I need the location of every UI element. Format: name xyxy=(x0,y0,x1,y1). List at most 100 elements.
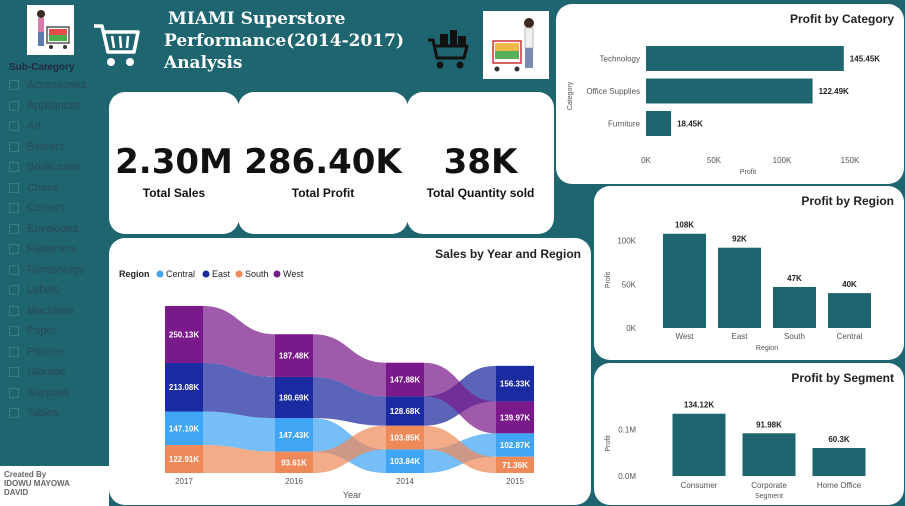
segment-central xyxy=(275,418,313,452)
kpi-value: 38K xyxy=(443,142,518,182)
slicer-item-phones[interactable]: Phones xyxy=(9,342,104,363)
slicer-item-machines[interactable]: Machines xyxy=(9,301,104,322)
slicer-item-furnishings[interactable]: Furnishings xyxy=(9,260,104,281)
legend-label: Central xyxy=(166,269,195,279)
slicer-item-label: Paper xyxy=(27,325,57,338)
ribbon-west xyxy=(313,334,386,397)
sales-by-year-region-card: Sales by Year and Region 147.10K 147.43K 1… xyxy=(109,238,591,505)
checkbox[interactable] xyxy=(9,80,19,91)
bar xyxy=(672,413,726,476)
slicer-item-envelopes[interactable]: Envelopes xyxy=(9,219,104,240)
checkbox[interactable] xyxy=(9,285,19,296)
slicer-item-label: Accessories xyxy=(27,79,87,92)
kpi-card-total-sales: 2.30M Total Sales xyxy=(109,92,239,234)
bar xyxy=(718,247,761,328)
ribbon-east xyxy=(203,362,275,419)
x-tick-label: 2017 xyxy=(175,477,193,486)
checkbox[interactable] xyxy=(9,305,19,316)
slicer-item-label: Labels xyxy=(27,284,60,297)
slicer-item-storage[interactable]: Storage xyxy=(9,362,104,383)
slicer-item-chairs[interactable]: Chairs xyxy=(9,178,104,199)
slicer-item-label: Storage xyxy=(27,366,66,379)
data-label: 71.36K xyxy=(502,461,528,470)
checkbox[interactable] xyxy=(9,387,19,398)
slicer-item-tables[interactable]: Tables xyxy=(9,403,104,424)
checkbox[interactable] xyxy=(9,408,19,419)
y-tick-label: 50K xyxy=(622,280,637,289)
slicer-item-copiers[interactable]: Copiers xyxy=(9,198,104,219)
slicer-item-accessories[interactable]: Accessories xyxy=(9,75,104,96)
checkbox[interactable] xyxy=(9,244,19,255)
ribbon-west xyxy=(203,306,275,377)
data-label: 40K xyxy=(842,280,857,289)
profit-by-region-card: Profit by Region 0K 50K 100K 108K West 92K Eas… xyxy=(594,186,904,360)
checkbox[interactable] xyxy=(9,141,19,152)
slicer-item-art[interactable]: Art xyxy=(9,116,104,137)
segment-central xyxy=(386,449,424,473)
slicer-item-fasteners[interactable]: Fasteners xyxy=(9,239,104,260)
y-tick-label: 0.1M xyxy=(618,426,636,435)
data-label: 108K xyxy=(675,221,694,230)
ribbon-west xyxy=(424,362,496,434)
legend-marker xyxy=(202,270,210,278)
legend: Region Central East South West xyxy=(119,269,304,279)
segment-west xyxy=(165,306,203,363)
slicer-item-label: Supplies xyxy=(27,386,70,399)
data-label: 122.91K xyxy=(169,455,199,464)
slicer-item-appliances[interactable]: Appliances xyxy=(9,96,104,117)
data-label: 147.43K xyxy=(279,431,309,440)
checkbox[interactable] xyxy=(9,223,19,234)
bar xyxy=(646,46,844,71)
category-label: Office Supplies xyxy=(586,87,640,96)
data-label: 180.69K xyxy=(279,394,309,403)
checkbox[interactable] xyxy=(9,264,19,275)
category-label: East xyxy=(731,332,748,341)
slicer-item-supplies[interactable]: Supplies xyxy=(9,383,104,404)
x-axis-label: Region xyxy=(756,345,778,352)
chart-title: Profit by Region xyxy=(801,194,894,208)
checkbox[interactable] xyxy=(9,162,19,173)
checkbox[interactable] xyxy=(9,203,19,214)
slicer-item-label: Fasteners xyxy=(27,243,76,256)
legend-label: East xyxy=(212,269,231,279)
slicer-item-label: Chairs xyxy=(27,181,59,194)
legend-marker xyxy=(273,270,281,278)
x-tick-label: 0K xyxy=(641,156,651,165)
data-label: 102.87K xyxy=(500,441,530,450)
slicer-item-label: Envelopes xyxy=(27,222,79,235)
checkbox[interactable] xyxy=(9,367,19,378)
slicer-item-label: Tables xyxy=(27,407,59,420)
profit-by-region-chart: 0K 50K 100K 108K West 92K East 47K South 40K Centr… xyxy=(605,221,871,352)
slicer-item-paper[interactable]: Paper xyxy=(9,321,104,342)
kpi-label: Total Quantity sold xyxy=(426,186,535,200)
category-label: West xyxy=(675,332,694,341)
data-label: 103.85K xyxy=(390,434,420,443)
bar xyxy=(812,448,866,476)
slicer-item-label: Furnishings xyxy=(27,263,84,276)
bar xyxy=(773,286,816,328)
legend-title: Region xyxy=(119,269,150,279)
x-tick-label: 2016 xyxy=(285,477,303,486)
chart-title: Sales by Year and Region xyxy=(435,247,581,261)
slicer-item-labels[interactable]: Labels xyxy=(9,280,104,301)
checkbox[interactable] xyxy=(9,346,19,357)
shopper-right-icon xyxy=(492,18,534,72)
profit-by-segment-chart: 0.0M 0.1M 134.12K Consumer 91.98K Corporate 60… xyxy=(605,401,866,500)
grocery-cart-icon xyxy=(426,30,470,72)
category-label: Central xyxy=(837,332,863,341)
sales-ribbon-chart: 147.10K 147.43K 103.84K 102.87K 213.08K 180.6… xyxy=(119,269,534,500)
credit-box: Created By IDOWU MAYOWA DAVID xyxy=(0,466,109,506)
slicer-item-bookcases[interactable]: Bookcases xyxy=(9,157,104,178)
checkbox[interactable] xyxy=(9,326,19,337)
checkbox[interactable] xyxy=(9,100,19,111)
checkbox[interactable] xyxy=(9,182,19,193)
slicer-item-binders[interactable]: Binders xyxy=(9,137,104,158)
segment-south xyxy=(165,445,203,473)
category-label: Home Office xyxy=(817,481,862,490)
data-label: 47K xyxy=(787,274,802,283)
credit-line: IDOWU MAYOWA xyxy=(4,479,70,488)
profit-by-segment-card: Profit by Segment 0.0M 0.1M 134.12K Consume… xyxy=(594,363,904,505)
category-label: Consumer xyxy=(681,481,718,490)
checkbox[interactable] xyxy=(9,121,19,132)
legend-label: West xyxy=(283,269,304,279)
